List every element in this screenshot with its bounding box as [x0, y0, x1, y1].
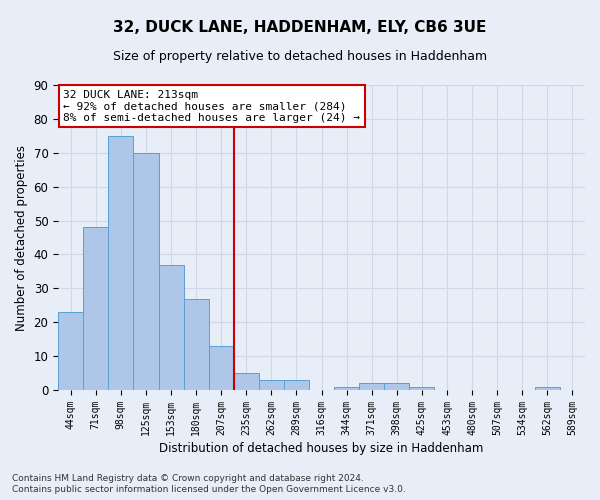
Text: 32 DUCK LANE: 213sqm
← 92% of detached houses are smaller (284)
8% of semi-detac: 32 DUCK LANE: 213sqm ← 92% of detached h… — [64, 90, 361, 123]
Bar — [334, 386, 359, 390]
Bar — [184, 298, 209, 390]
Bar — [209, 346, 234, 390]
Bar — [284, 380, 309, 390]
Bar — [158, 264, 184, 390]
Bar — [259, 380, 284, 390]
Bar — [359, 384, 384, 390]
Text: Contains public sector information licensed under the Open Government Licence v3: Contains public sector information licen… — [12, 486, 406, 494]
Bar — [234, 373, 259, 390]
Bar — [384, 384, 409, 390]
Bar — [109, 136, 133, 390]
Bar — [83, 228, 109, 390]
X-axis label: Distribution of detached houses by size in Haddenham: Distribution of detached houses by size … — [160, 442, 484, 455]
Bar — [409, 386, 434, 390]
Text: Contains HM Land Registry data © Crown copyright and database right 2024.: Contains HM Land Registry data © Crown c… — [12, 474, 364, 483]
Bar — [58, 312, 83, 390]
Text: Size of property relative to detached houses in Haddenham: Size of property relative to detached ho… — [113, 50, 487, 63]
Bar — [535, 386, 560, 390]
Bar — [133, 153, 158, 390]
Text: 32, DUCK LANE, HADDENHAM, ELY, CB6 3UE: 32, DUCK LANE, HADDENHAM, ELY, CB6 3UE — [113, 20, 487, 35]
Y-axis label: Number of detached properties: Number of detached properties — [15, 144, 28, 330]
